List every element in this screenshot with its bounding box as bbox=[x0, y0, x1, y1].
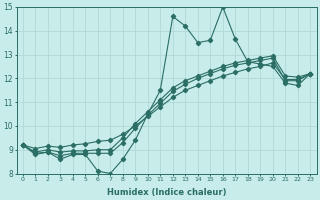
X-axis label: Humidex (Indice chaleur): Humidex (Indice chaleur) bbox=[107, 188, 226, 197]
